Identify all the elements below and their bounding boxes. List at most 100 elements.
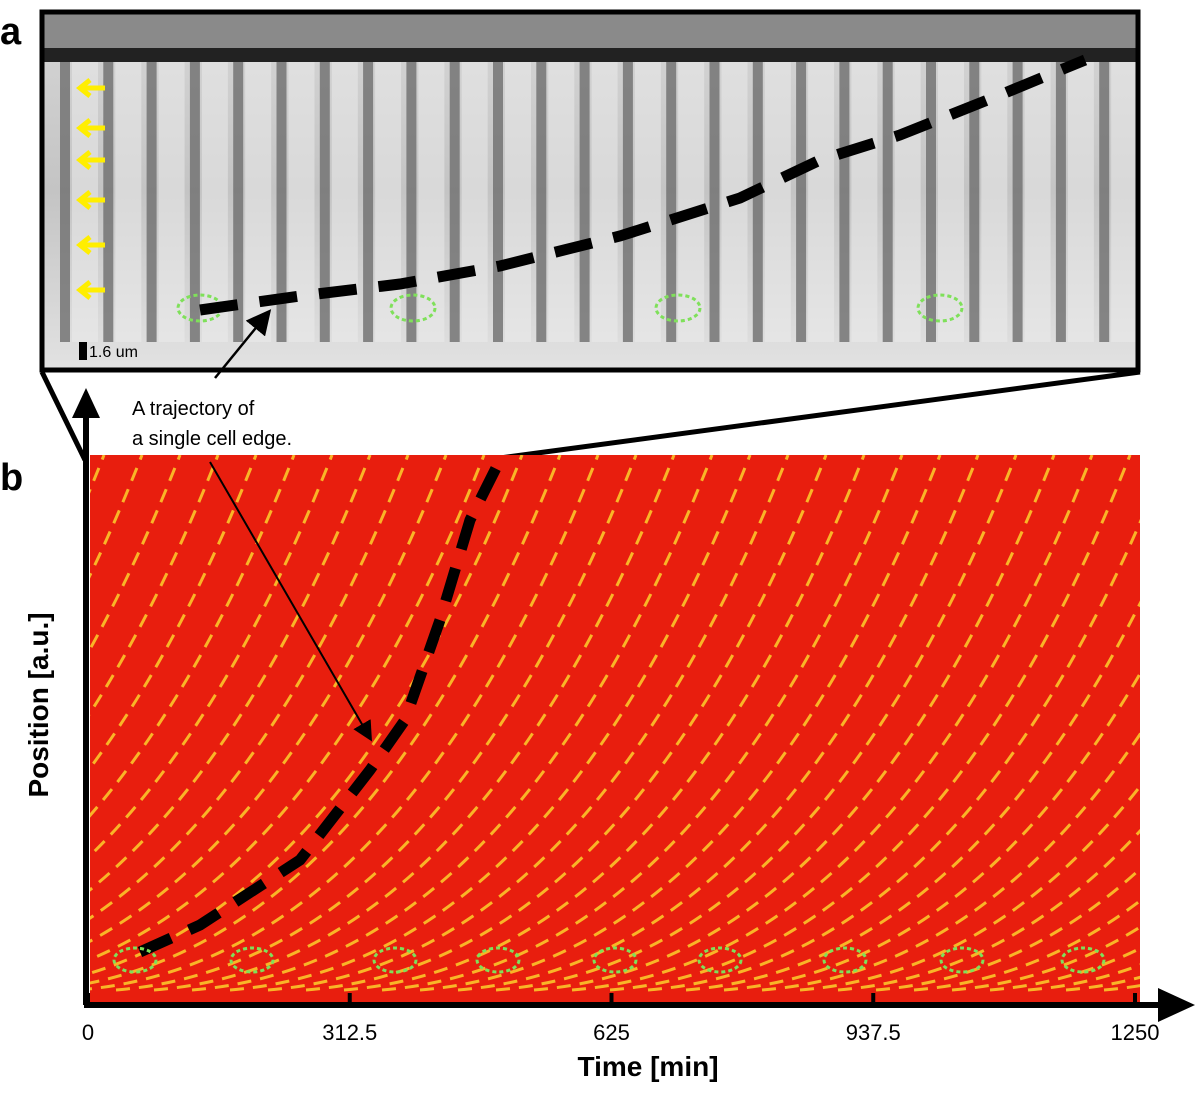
channel [796,62,807,342]
channel [1012,62,1023,342]
streak [90,455,448,943]
microscopy-image [42,12,1138,370]
channel-light [331,62,358,342]
channel-light [548,62,575,342]
channel [709,62,720,342]
streak [90,455,410,920]
y-axis-label: Position [a.u.] [23,612,54,797]
cell-marker [112,946,158,974]
channel-light [1024,62,1051,342]
streak [723,670,1140,992]
kymograph [90,455,1200,1005]
streak [90,455,486,962]
cell-marker [697,946,743,974]
streak [381,455,904,992]
cell-marker [654,293,702,323]
streak [799,783,1140,992]
streak [90,455,372,892]
channel-light [634,62,661,342]
cell-marker [939,946,985,974]
channel [839,62,850,342]
channel-light [1067,62,1094,342]
streak [267,455,790,992]
x-tick-label: 625 [593,1020,630,1045]
streak [761,731,1140,992]
channel-light [894,62,921,342]
streak [495,455,1018,992]
marker-arrow [75,235,105,255]
streak [305,455,828,992]
streak [685,600,1140,992]
channel [536,62,547,342]
channel-light [678,62,705,342]
annotation-arrow [209,461,373,742]
scale-bar [79,342,87,360]
x-tick-label: 0 [82,1020,94,1045]
image-frame [39,9,1141,373]
x-axis-label: Time [min] [577,1051,718,1082]
streak [571,455,1094,992]
cell-marker [822,946,868,974]
marker-arrow [75,150,105,170]
channel-light [115,62,142,342]
cell-marker [1060,946,1106,974]
channel [1099,62,1110,342]
marker-arrow [75,190,105,210]
channel [233,62,244,342]
y-axis-arrow [72,388,100,418]
channel-light [201,62,228,342]
x-tick-label: 1250 [1111,1020,1160,1045]
marker-arrow [75,280,105,300]
streak [1142,455,1200,990]
streak [153,455,676,992]
streak [343,455,866,992]
streak [115,455,638,992]
x-tick-label: 937.5 [846,1020,901,1045]
scale-bar-label: 1.6 um [89,344,138,361]
channel-light [851,62,878,342]
channel-light [938,62,964,342]
panel-label: b [0,457,23,499]
channel-light [505,62,531,342]
channel [579,62,590,342]
streak [647,518,1140,992]
connector [39,370,88,462]
channel [969,62,980,342]
trajectory [199,54,1088,316]
channel-light [764,62,791,342]
channel [189,62,200,342]
channel [60,62,70,342]
channel-light [808,62,835,342]
channel [406,62,417,342]
streak [191,455,714,992]
panel-label: a [0,11,22,53]
cell-marker [389,293,437,323]
channel [752,62,763,342]
channel [146,62,157,342]
streak [90,455,562,985]
marker-arrow [75,78,105,98]
channel [666,62,677,342]
channel [493,62,503,342]
channel-light [418,62,445,342]
channel [103,62,114,342]
streak [837,828,1140,992]
channel-light [591,62,618,342]
marker-arrow [75,118,105,138]
channel [363,62,374,342]
channel-light [461,62,488,342]
channel [622,62,633,342]
streak [419,455,942,992]
cell-marker [475,946,521,974]
annotation: a single cell edge. [132,428,292,450]
trajectory [137,457,505,958]
channel-light [158,62,185,342]
annotation: A trajectory of [132,398,255,420]
channel [1055,62,1066,342]
cell-marker [229,946,275,974]
streak [90,455,600,991]
streak [90,455,524,975]
channel-light [1111,62,1138,342]
connector [499,369,1141,461]
